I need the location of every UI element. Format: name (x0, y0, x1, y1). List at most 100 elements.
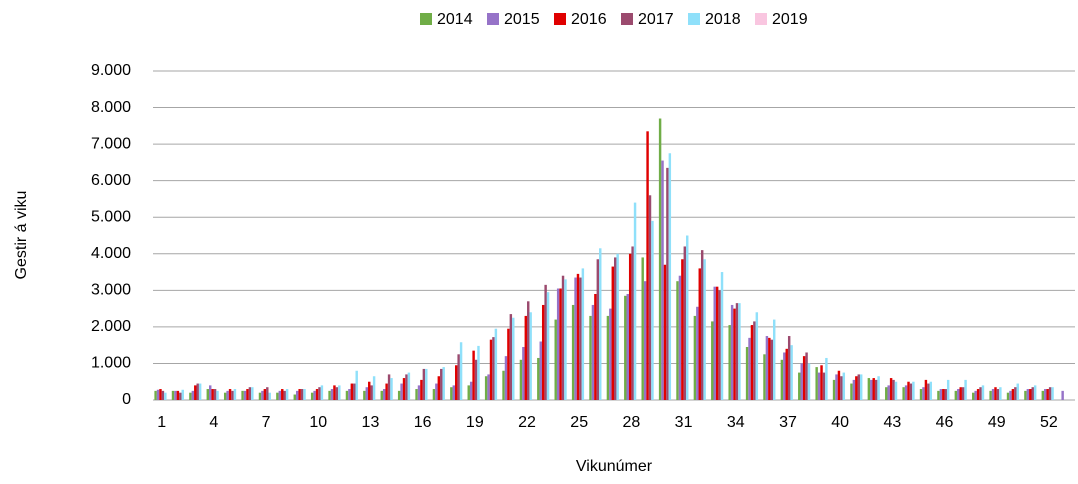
bar (852, 379, 856, 400)
bar (817, 372, 821, 400)
bar (546, 292, 550, 400)
y-tick-label: 7.000 (91, 135, 131, 152)
y-tick-label: 0 (122, 391, 131, 408)
bar (765, 336, 769, 400)
y-tick-label: 1.000 (91, 355, 131, 372)
bar (258, 392, 262, 400)
bar (892, 379, 895, 400)
bar (842, 372, 846, 400)
bar (198, 383, 202, 400)
bar (937, 390, 940, 400)
bar (658, 118, 662, 401)
bar (889, 378, 893, 400)
bar (964, 379, 967, 400)
x-tick-label: 37 (779, 414, 797, 431)
bar (976, 389, 980, 400)
bar (313, 390, 316, 400)
bar (1061, 390, 1064, 400)
bar (718, 290, 721, 400)
bar (544, 284, 547, 400)
bar (693, 315, 697, 400)
bar (874, 379, 878, 400)
bar (981, 385, 985, 400)
bar (753, 321, 756, 400)
bar (191, 390, 195, 400)
x-tick-label: 43 (883, 414, 901, 431)
legend-swatch (621, 13, 633, 25)
bar (350, 383, 354, 400)
x-tick-label: 49 (988, 414, 1006, 431)
bar (370, 385, 373, 400)
bar (243, 390, 247, 400)
bar (596, 259, 600, 400)
bar (338, 385, 341, 400)
bar (768, 337, 771, 400)
bar (954, 390, 958, 400)
bar (711, 321, 714, 400)
bar (989, 390, 992, 400)
bar (942, 389, 945, 400)
bar (285, 389, 289, 400)
bar (800, 363, 803, 400)
bar (912, 381, 915, 400)
bar (783, 352, 786, 400)
bar (822, 372, 826, 400)
bar (251, 387, 254, 400)
bar (624, 295, 627, 400)
bar (773, 319, 776, 400)
bar (179, 392, 182, 400)
bar (472, 350, 475, 400)
bar (939, 389, 943, 400)
bar (432, 389, 436, 400)
x-axis-label: Vikunúmer (576, 458, 653, 475)
bar (315, 389, 319, 400)
bar (626, 293, 629, 400)
bar (735, 303, 739, 400)
bar (668, 153, 672, 400)
bar (422, 368, 426, 400)
bar (407, 372, 411, 400)
bar (181, 389, 184, 400)
bar (1041, 390, 1045, 400)
y-tick-label: 3.000 (91, 282, 131, 299)
bar (959, 387, 962, 400)
x-tick-label: 31 (675, 414, 693, 431)
bar (209, 385, 212, 400)
bar (509, 314, 513, 400)
bar (241, 390, 244, 400)
legend-label: 2015 (504, 11, 540, 28)
bar (730, 304, 734, 400)
bar (996, 389, 1000, 400)
bar (648, 195, 652, 400)
bar (440, 368, 443, 400)
bar (641, 257, 644, 400)
bar (614, 257, 617, 400)
bar (348, 389, 351, 400)
bar (365, 387, 369, 400)
legend-label: 2016 (571, 11, 607, 28)
bar (556, 288, 560, 400)
bar (454, 365, 458, 400)
bar (643, 281, 647, 400)
bar (909, 383, 913, 400)
bar (402, 378, 406, 400)
bar (770, 339, 774, 400)
bar (850, 383, 853, 400)
bar (840, 376, 843, 400)
x-tick-label: 46 (936, 414, 954, 431)
bar (353, 383, 356, 400)
bar (1006, 392, 1010, 400)
bar (539, 341, 542, 400)
bar (529, 312, 532, 400)
bar (171, 390, 175, 400)
bar (459, 342, 463, 400)
bar (554, 319, 557, 400)
bar (666, 167, 669, 400)
bar (633, 202, 637, 400)
bar (223, 392, 227, 400)
bar (435, 383, 438, 400)
bar (877, 376, 880, 400)
bar (703, 259, 706, 400)
bar (226, 390, 229, 400)
